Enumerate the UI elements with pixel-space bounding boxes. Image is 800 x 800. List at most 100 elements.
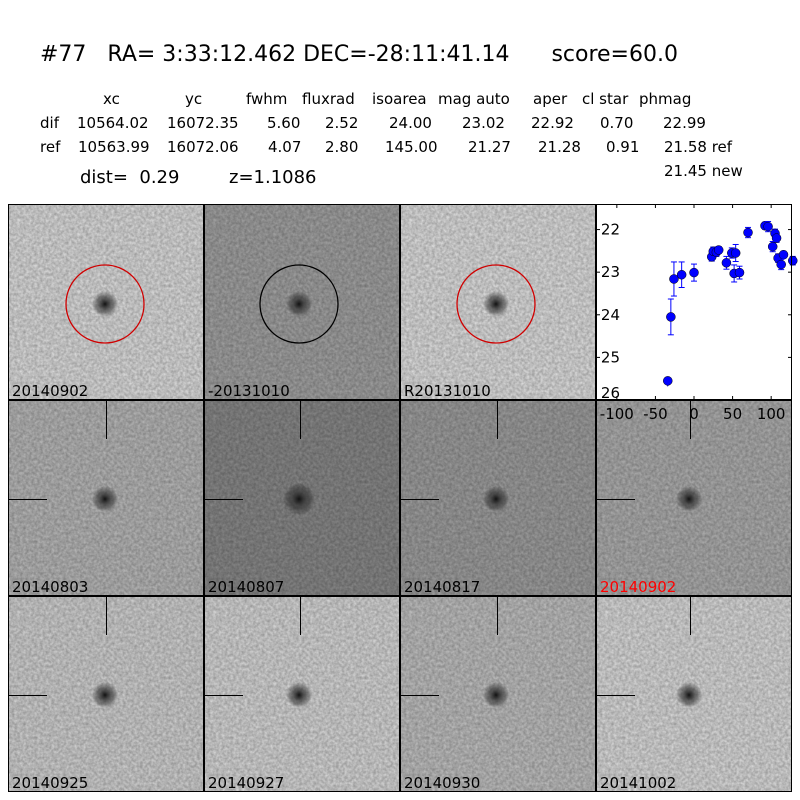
crosshair-vertical bbox=[106, 401, 107, 439]
stamp-date-label: 20140803 bbox=[12, 578, 89, 596]
stamp-date-label: R20131010 bbox=[404, 382, 491, 400]
table-cell: 16072.35 bbox=[167, 114, 239, 132]
x-tick-label: 0 bbox=[689, 405, 699, 423]
data-point bbox=[734, 267, 745, 278]
x-tick-label: 100 bbox=[757, 405, 786, 423]
crosshair-horizontal bbox=[205, 499, 243, 500]
column-header: isoarea bbox=[372, 90, 427, 108]
crosshair-horizontal bbox=[597, 695, 635, 696]
table-cell: 2.80 bbox=[325, 138, 359, 156]
crosshair-vertical bbox=[300, 401, 301, 439]
data-point bbox=[776, 259, 786, 270]
image-stamp[interactable]: 20140925 bbox=[8, 596, 204, 792]
x-tick-label: 50 bbox=[723, 405, 742, 423]
data-point bbox=[743, 227, 753, 238]
crosshair-vertical bbox=[300, 597, 301, 635]
image-stamp[interactable]: 20141002 bbox=[596, 596, 792, 792]
column-header: fluxrad bbox=[302, 90, 355, 108]
crosshair-horizontal bbox=[9, 499, 47, 500]
redshift: z=1.1086 bbox=[229, 167, 317, 188]
table-cell: 21.27 bbox=[468, 138, 511, 156]
data-point bbox=[713, 245, 724, 255]
source-blob bbox=[483, 291, 509, 317]
y-tick-label: 25 bbox=[601, 348, 620, 366]
ra: RA= 3:33:12.462 bbox=[107, 42, 297, 67]
image-stamp[interactable]: 20140927 bbox=[204, 596, 400, 792]
row-label: dif bbox=[40, 114, 59, 132]
table-cell: 23.02 bbox=[462, 114, 505, 132]
stamp-date-label: 20140902 bbox=[600, 578, 677, 596]
image-stamp[interactable]: 20140930 bbox=[400, 596, 596, 792]
dec: DEC=-28:11:41.14 bbox=[303, 42, 510, 67]
column-header: yc bbox=[185, 90, 203, 108]
column-header: xc bbox=[103, 90, 120, 108]
stamp-date-label: 20141002 bbox=[600, 774, 677, 792]
table-cell: 10563.99 bbox=[78, 138, 150, 156]
image-stamp[interactable]: 20140817 bbox=[400, 400, 596, 596]
stamp-date-label: 20140902 bbox=[12, 382, 89, 400]
image-stamp[interactable]: 20140807 bbox=[204, 400, 400, 596]
data-point bbox=[788, 255, 798, 266]
data-point bbox=[763, 221, 773, 232]
new-phmag: 21.45 new bbox=[664, 162, 743, 180]
stamp-date-label: 20140930 bbox=[404, 774, 481, 792]
row-label: ref bbox=[40, 138, 61, 156]
aperture-circle bbox=[259, 264, 339, 344]
crosshair-horizontal bbox=[401, 499, 439, 500]
table-cell: 21.28 bbox=[538, 138, 581, 156]
source-blob bbox=[286, 682, 312, 708]
stamp-date-label: -20131010 bbox=[208, 382, 290, 400]
source-blob bbox=[483, 486, 509, 512]
y-tick-label: 24 bbox=[601, 306, 620, 324]
crosshair-horizontal bbox=[9, 695, 47, 696]
crosshair-vertical bbox=[497, 401, 498, 439]
aperture-circle bbox=[456, 264, 536, 344]
dist: dist= 0.29 bbox=[80, 167, 180, 188]
column-header: phmag bbox=[639, 90, 692, 108]
y-tick-label: 22 bbox=[601, 221, 620, 239]
image-stamp[interactable]: R20131010 bbox=[400, 204, 596, 400]
column-header: cl star bbox=[582, 90, 629, 108]
image-stamp[interactable]: 20140803 bbox=[8, 400, 204, 596]
data-point bbox=[721, 258, 732, 268]
crosshair-horizontal bbox=[205, 695, 243, 696]
column-header: mag auto bbox=[438, 90, 510, 108]
source-blob bbox=[283, 483, 315, 515]
table-cell: 16072.06 bbox=[167, 138, 239, 156]
table-cell: 0.70 bbox=[600, 114, 634, 132]
image-stamp[interactable]: -20131010 bbox=[204, 204, 400, 400]
table-cell: 5.60 bbox=[267, 114, 301, 132]
table-cell: 145.00 bbox=[385, 138, 438, 156]
crosshair-horizontal bbox=[597, 499, 635, 500]
table-cell: 0.91 bbox=[606, 138, 640, 156]
crosshair-vertical bbox=[690, 597, 691, 635]
column-header: aper bbox=[533, 90, 568, 108]
source-blob bbox=[286, 291, 312, 317]
table-cell: 2.52 bbox=[325, 114, 359, 132]
image-stamp[interactable]: 20140902 bbox=[8, 204, 204, 400]
source-blob bbox=[483, 682, 509, 708]
stamp-date-label: 20140817 bbox=[404, 578, 481, 596]
data-point bbox=[669, 274, 679, 284]
table-cell: 21.58 ref bbox=[664, 138, 733, 156]
data-point bbox=[663, 376, 673, 386]
stamp-date-label: 20140927 bbox=[208, 774, 285, 792]
data-point bbox=[767, 241, 778, 252]
crosshair-vertical bbox=[690, 401, 691, 439]
y-tick-label: 26 bbox=[601, 384, 620, 402]
table-cell: 24.00 bbox=[389, 114, 432, 132]
data-point bbox=[778, 249, 789, 260]
crosshair-vertical bbox=[497, 597, 498, 635]
y-tick-label: 23 bbox=[601, 263, 620, 281]
source-blob bbox=[92, 682, 118, 708]
image-stamp[interactable]: 20140902 bbox=[596, 400, 792, 596]
x-tick-label: -100 bbox=[600, 405, 634, 423]
data-point bbox=[730, 248, 741, 258]
source-blob bbox=[676, 682, 702, 708]
light-curve-plot: -100 -50 0 50 100 22 23 24 25 26 bbox=[596, 204, 798, 423]
plot-area bbox=[596, 204, 792, 400]
crosshair-vertical bbox=[106, 597, 107, 635]
candidate-id: #77 bbox=[40, 42, 87, 67]
source-blob bbox=[676, 486, 702, 512]
